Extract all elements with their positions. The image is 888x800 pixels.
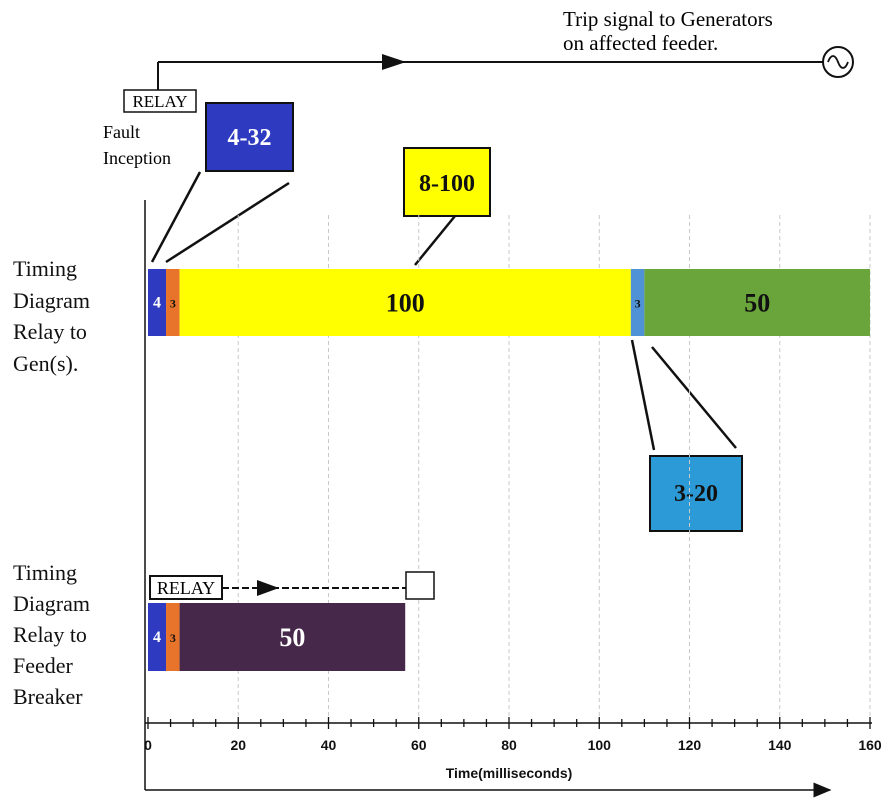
callout-4-32-text: 4-32 [228,125,272,151]
x-tick-label: 20 [230,737,246,753]
svg-text:Relay to: Relay to [13,622,87,647]
bar-segment [179,603,406,671]
x-tick-label: 140 [768,737,792,753]
x-tick-label: 60 [411,737,427,753]
bar-segment-label: 4 [153,295,161,312]
bar-segment-label: 50 [279,623,305,652]
relay2-signal-arrow [257,580,279,596]
callout-4-32-leader-2 [165,181,290,264]
callout-3-20-leader-2 [651,346,737,449]
x-tick-label: 40 [321,737,337,753]
inception-label: Inception [103,148,171,168]
callout-3-20-box [649,455,743,532]
svg-text:Timing: Timing [13,256,77,281]
callout-4-32-box [205,102,294,172]
row-label-feeder: Timing Diagram Relay to Feeder Breaker [13,560,90,709]
callout-8-100-text: 8-100 [419,171,475,197]
bar-segment [630,269,645,336]
trip-signal-text-2: on affected feeder. [563,31,718,55]
x-tick-label: 120 [678,737,702,753]
bar-segment [644,269,870,336]
x-tick-label: 0 [144,737,152,753]
bar-segment [148,603,167,671]
bar-segment-label: 4 [153,629,161,646]
x-tick-label: 100 [588,737,612,753]
callout-8-100-box [403,147,491,217]
svg-text:Diagram: Diagram [13,591,90,616]
bar-segment-label: 50 [744,289,770,318]
trip-signal-text-1: Trip signal to Generators [563,7,773,31]
svg-text:Timing: Timing [13,560,77,585]
fault-label: Fault [103,122,140,142]
relay-box [123,89,197,113]
bar-segment-label: 3 [170,631,176,645]
x-tick-label: 160 [858,737,882,753]
relay2-label: RELAY [157,578,215,598]
bar-segment [166,603,180,671]
svg-text:Feeder: Feeder [13,653,74,678]
x-axis-ticks: 0 20 40 60 80 100 120 140 160 [144,717,882,753]
breaker-box [405,571,435,600]
callout-4-32-leader-1 [150,171,202,263]
bar-segment [179,269,631,336]
bars: 4 3 100 3 504 3 50 [148,269,870,671]
row-label-gen: Timing Diagram Relay to Gen(s). [13,256,90,376]
bar-segment-label: 3 [635,297,641,311]
bar-segment [166,269,180,336]
bar-segment [148,269,167,336]
svg-text:Gen(s).: Gen(s). [13,351,78,376]
svg-text:Breaker: Breaker [13,684,83,709]
bar-segment-label: 3 [170,297,176,311]
callout-8-100-leader [414,215,456,266]
generator-icon [822,46,854,78]
relay-box-label: RELAY [132,92,187,111]
trip-signal-arrow [382,54,406,70]
x-tick-label: 80 [501,737,517,753]
x-axis-title: Time(milliseconds) [446,765,573,781]
svg-text:Diagram: Diagram [13,288,90,313]
svg-text:Relay to: Relay to [13,319,87,344]
callout-3-20-text: 3-20 [674,481,718,507]
callout-3-20-leader-1 [630,339,656,451]
bar-segment-label: 100 [386,289,425,318]
